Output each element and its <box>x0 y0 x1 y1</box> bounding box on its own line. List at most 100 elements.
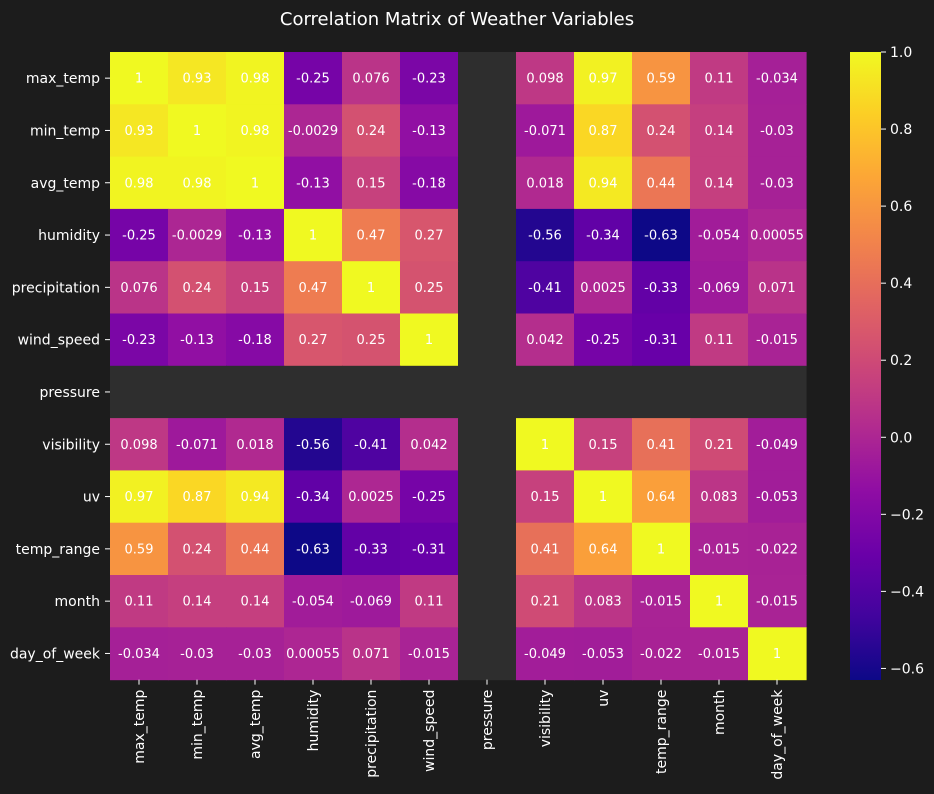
heatmap-cell <box>632 156 691 210</box>
y-tick-label: month <box>55 594 100 610</box>
heatmap-cell <box>284 208 343 262</box>
cell-value-label: 0.59 <box>647 72 676 87</box>
heatmap-cell <box>632 104 691 158</box>
heatmap-cell <box>168 52 227 105</box>
y-tick-label: uv <box>83 490 100 506</box>
cell-value-label: 0.27 <box>415 229 444 244</box>
heatmap-cell <box>458 104 517 158</box>
heatmap-cell <box>342 208 401 262</box>
cell-value-label: 0.071 <box>352 647 389 662</box>
heatmap-cell <box>574 208 633 262</box>
heatmap-cell <box>342 261 401 315</box>
heatmap-cell <box>632 365 691 419</box>
heatmap-cell <box>632 261 691 315</box>
heatmap-cell <box>400 470 459 524</box>
heatmap-cell <box>284 313 343 367</box>
heatmap-cell <box>168 104 227 158</box>
heatmap-cell <box>690 208 749 262</box>
cell-value-label: 0.93 <box>183 72 212 87</box>
cell-value-label: -0.015 <box>698 542 740 557</box>
heatmap-cell <box>226 575 285 628</box>
heatmap-cell <box>748 261 807 315</box>
heatmap-cell <box>284 470 343 524</box>
cell-value-label: 0.97 <box>589 72 618 87</box>
colorbar-tick-label: 0.2 <box>890 353 912 369</box>
cell-value-label: 0.098 <box>526 72 563 87</box>
colorbar: 1.0 0.8 0.6 0.4 0.2 0.0 −0.2 −0.4 −0.6 <box>850 45 924 680</box>
colorbar-tick-label: −0.4 <box>890 584 924 600</box>
cell-value-label: -0.049 <box>756 438 798 453</box>
cell-value-label: -0.34 <box>296 490 330 505</box>
cell-value-label: -0.034 <box>118 647 160 662</box>
heatmap-cell <box>110 365 169 419</box>
heatmap-cell <box>168 575 227 628</box>
y-tick-label: precipitation <box>12 280 100 296</box>
cell-value-label: -0.0029 <box>172 229 222 244</box>
x-axis-labels: max_temp min_temp avg_temp humidity precipit… <box>132 679 786 780</box>
cell-value-label: -0.13 <box>296 176 330 191</box>
heatmap-cell <box>458 156 517 210</box>
x-tick-label: precipitation <box>364 690 380 778</box>
cell-value-label: 0.97 <box>125 490 154 505</box>
cell-value-label: -0.015 <box>698 647 740 662</box>
heatmap-cell <box>516 470 575 524</box>
cell-value-label: 0.64 <box>647 490 676 505</box>
cell-value-label: 0.64 <box>589 542 618 557</box>
cell-value-label: 0.00055 <box>286 647 340 662</box>
cell-value-label: 0.14 <box>705 176 734 191</box>
cell-value-label: -0.23 <box>412 72 446 87</box>
cell-value-label: 0.93 <box>125 124 154 139</box>
cell-value-label: -0.053 <box>756 490 798 505</box>
cell-value-label: -0.022 <box>640 647 682 662</box>
cell-value-label: -0.03 <box>760 176 794 191</box>
cell-value-label: -0.03 <box>238 647 272 662</box>
cell-value-label: -0.054 <box>698 229 740 244</box>
y-tick-label: day_of_week <box>10 646 101 662</box>
heatmap-cell <box>632 575 691 628</box>
heatmap-cell <box>342 156 401 210</box>
heatmap-cell <box>400 522 459 576</box>
cell-value-label: -0.25 <box>586 333 620 348</box>
heatmap-cell <box>284 627 343 681</box>
cell-value-label: 0.11 <box>125 595 154 610</box>
cell-value-label: -0.63 <box>644 229 678 244</box>
cell-value-label: 0.94 <box>589 176 618 191</box>
cell-value-label: -0.015 <box>756 333 798 348</box>
cell-value-label: 1 <box>135 72 143 87</box>
cell-value-label: -0.015 <box>408 647 450 662</box>
cell-value-label: -0.25 <box>296 72 330 87</box>
heatmap-cell <box>168 156 227 210</box>
heatmap-cell <box>574 522 633 576</box>
heatmap-cell <box>748 575 807 628</box>
heatmap-cell <box>748 156 807 210</box>
colorbar-gradient <box>850 52 881 680</box>
x-tick-label: month <box>712 690 728 735</box>
heatmap-cell <box>458 418 517 471</box>
heatmap-cell <box>574 104 633 158</box>
heatmap-cell <box>342 470 401 524</box>
heatmap-cell <box>342 52 401 105</box>
heatmap-cell <box>748 208 807 262</box>
heatmap-cell <box>342 104 401 158</box>
heatmap-cell <box>458 470 517 524</box>
heatmap-cell <box>632 418 691 471</box>
heatmap-cell <box>226 418 285 471</box>
cell-value-label: -0.18 <box>412 176 446 191</box>
cell-value-label: -0.33 <box>644 281 678 296</box>
cell-value-label: 0.0025 <box>580 281 626 296</box>
cell-value-label: 1 <box>251 176 259 191</box>
heatmap-cell <box>632 522 691 576</box>
cell-value-label: 0.15 <box>531 490 560 505</box>
heatmap-cell <box>400 52 459 105</box>
heatmap-cell <box>168 261 227 315</box>
cell-value-label: -0.25 <box>412 490 446 505</box>
heatmap-cell <box>516 208 575 262</box>
cell-value-label: 0.14 <box>241 595 270 610</box>
heatmap-cell <box>690 365 749 419</box>
heatmap-cell <box>110 156 169 210</box>
heatmap-cell <box>516 313 575 367</box>
cell-value-label: 1 <box>367 281 375 296</box>
heatmap-cell <box>226 470 285 524</box>
heatmap-cell <box>110 470 169 524</box>
